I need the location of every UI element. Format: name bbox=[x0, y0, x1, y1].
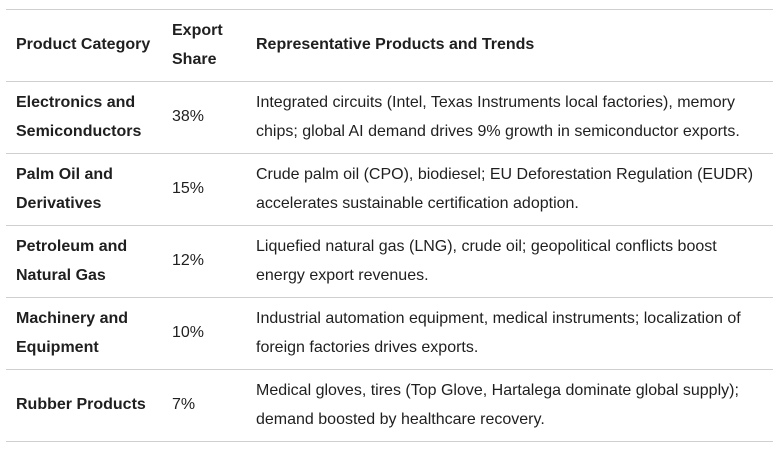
table-row: Palm Oil and Derivatives 15% Crude palm … bbox=[6, 153, 773, 226]
row-products-trends: Industrial automation equipment, medical… bbox=[246, 297, 773, 370]
export-table-container: Product Category Export Share Representa… bbox=[6, 9, 773, 442]
row-category: Electronics and Semiconductors bbox=[6, 81, 162, 154]
row-export-share: 7% bbox=[162, 369, 246, 442]
row-products-trends: Crude palm oil (CPO), biodiesel; EU Defo… bbox=[246, 153, 773, 226]
table-row: Machinery and Equipment 10% Industrial a… bbox=[6, 297, 773, 370]
header-product-category: Product Category bbox=[6, 9, 162, 82]
row-products-trends: Integrated circuits (Intel, Texas Instru… bbox=[246, 81, 773, 154]
header-representative-products: Representative Products and Trends bbox=[246, 9, 773, 82]
row-export-share: 12% bbox=[162, 225, 246, 298]
row-products-trends: Medical gloves, tires (Top Glove, Hartal… bbox=[246, 369, 773, 442]
export-share-table: Product Category Export Share Representa… bbox=[6, 9, 773, 442]
row-export-share: 15% bbox=[162, 153, 246, 226]
row-export-share: 38% bbox=[162, 81, 246, 154]
table-header: Product Category Export Share Representa… bbox=[6, 9, 773, 82]
header-export-share: Export Share bbox=[162, 9, 246, 82]
header-row: Product Category Export Share Representa… bbox=[6, 9, 773, 82]
table-body: Electronics and Semiconductors 38% Integ… bbox=[6, 81, 773, 442]
table-row: Rubber Products 7% Medical gloves, tires… bbox=[6, 369, 773, 442]
table-row: Electronics and Semiconductors 38% Integ… bbox=[6, 81, 773, 154]
row-export-share: 10% bbox=[162, 297, 246, 370]
row-category: Palm Oil and Derivatives bbox=[6, 153, 162, 226]
row-category: Rubber Products bbox=[6, 369, 162, 442]
table-row: Petroleum and Natural Gas 12% Liquefied … bbox=[6, 225, 773, 298]
row-category: Petroleum and Natural Gas bbox=[6, 225, 162, 298]
row-products-trends: Liquefied natural gas (LNG), crude oil; … bbox=[246, 225, 773, 298]
row-category: Machinery and Equipment bbox=[6, 297, 162, 370]
